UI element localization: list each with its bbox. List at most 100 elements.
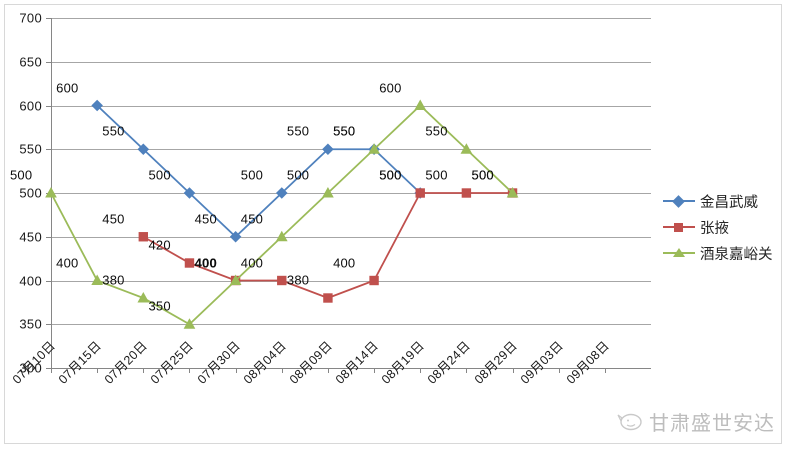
gridline bbox=[51, 61, 651, 63]
legend-marker-icon bbox=[663, 220, 695, 234]
data-point-marker bbox=[461, 188, 472, 198]
data-label: 380 bbox=[102, 272, 125, 288]
chart-frame bbox=[4, 4, 782, 444]
x-tick-mark bbox=[604, 368, 606, 373]
data-label: 450 bbox=[240, 211, 264, 227]
gridline bbox=[51, 236, 651, 238]
y-tick-mark bbox=[46, 105, 51, 107]
data-point-marker bbox=[414, 99, 427, 110]
series-line bbox=[96, 104, 421, 238]
series-2 bbox=[45, 99, 519, 329]
gridline bbox=[51, 18, 651, 19]
data-point-marker bbox=[183, 318, 196, 329]
y-tick-label: 600 bbox=[19, 98, 42, 113]
x-tick-mark bbox=[189, 368, 191, 373]
data-label: 400 bbox=[56, 255, 79, 270]
data-point-marker bbox=[184, 258, 195, 268]
gridline bbox=[51, 193, 651, 194]
legend-label: 酒泉嘉峪关 bbox=[700, 246, 773, 263]
data-point-marker bbox=[229, 230, 242, 243]
legend-marker-icon bbox=[663, 194, 695, 208]
data-label: 500 bbox=[425, 167, 448, 183]
data-point-marker bbox=[369, 275, 379, 286]
data-label: 600 bbox=[56, 80, 79, 95]
data-label: 500 bbox=[240, 167, 264, 183]
data-label: 400 bbox=[194, 255, 217, 270]
gridline bbox=[51, 324, 651, 326]
y-tick-mark bbox=[46, 236, 51, 238]
data-point-marker bbox=[183, 187, 196, 199]
y-tick-mark bbox=[46, 280, 51, 282]
series-line bbox=[142, 192, 513, 299]
data-point-marker bbox=[322, 186, 334, 198]
data-label: 500 bbox=[148, 167, 171, 183]
legend-item-0[interactable]: 金昌武威 bbox=[663, 188, 783, 214]
gridline bbox=[51, 105, 651, 107]
data-point-marker bbox=[91, 99, 103, 112]
data-point-marker bbox=[229, 274, 242, 285]
watermark: 甘肃盛世安达 bbox=[617, 407, 775, 436]
x-tick-mark bbox=[51, 368, 52, 373]
y-tick-label: 400 bbox=[19, 273, 42, 288]
data-point-marker bbox=[138, 232, 149, 242]
data-point-marker bbox=[137, 143, 150, 156]
data-label: 400 bbox=[194, 255, 217, 270]
data-point-marker bbox=[275, 187, 288, 199]
data-point-marker bbox=[460, 143, 473, 154]
y-tick-mark bbox=[46, 61, 51, 63]
data-point-marker bbox=[322, 143, 334, 156]
x-tick-mark bbox=[327, 368, 329, 373]
data-label: 500 bbox=[10, 167, 33, 183]
data-label: 450 bbox=[102, 211, 125, 227]
y-tick-label: 700 bbox=[19, 10, 42, 26]
y-tick-mark bbox=[46, 18, 51, 19]
y-tick-label: 650 bbox=[19, 54, 42, 70]
data-label: 500 bbox=[379, 167, 402, 183]
legend-item-1[interactable]: 张掖 bbox=[663, 214, 783, 240]
x-axis-line bbox=[51, 368, 651, 369]
data-label: 500 bbox=[379, 167, 402, 183]
data-label: 350 bbox=[148, 298, 171, 314]
x-tick-mark bbox=[281, 368, 283, 373]
data-label: 550 bbox=[333, 123, 356, 139]
x-tick-mark bbox=[420, 368, 422, 373]
data-label: 400 bbox=[333, 255, 356, 270]
chart-legend: 金昌武威张掖酒泉嘉峪关 bbox=[663, 188, 783, 266]
data-label: 400 bbox=[240, 255, 264, 270]
y-tick-label: 500 bbox=[19, 185, 42, 201]
data-label: 500 bbox=[286, 167, 310, 183]
y-tick-label: 300 bbox=[19, 360, 42, 376]
data-label: 600 bbox=[379, 80, 402, 95]
data-point-marker bbox=[368, 143, 380, 154]
data-point-marker bbox=[137, 291, 150, 303]
x-tick-mark bbox=[466, 368, 468, 373]
data-point-marker bbox=[506, 186, 519, 198]
x-tick-mark bbox=[97, 368, 99, 373]
data-label: 450 bbox=[194, 211, 217, 227]
data-label: 420 bbox=[148, 237, 171, 253]
y-tick-mark bbox=[46, 368, 51, 369]
gridline bbox=[51, 280, 651, 282]
x-tick-mark bbox=[558, 368, 560, 373]
x-tick-mark bbox=[143, 368, 145, 373]
series-layer bbox=[45, 99, 519, 329]
data-label: 550 bbox=[333, 123, 356, 139]
y-tick-label: 350 bbox=[19, 316, 42, 332]
data-point-marker bbox=[275, 230, 288, 242]
legend-label: 张掖 bbox=[700, 220, 729, 237]
data-label: 500 bbox=[471, 167, 494, 183]
data-point-marker bbox=[91, 274, 104, 285]
series-1 bbox=[138, 188, 518, 303]
legend-item-2[interactable]: 酒泉嘉峪关 bbox=[663, 240, 783, 266]
x-tick-mark bbox=[512, 368, 514, 373]
y-tick-label: 450 bbox=[19, 229, 42, 245]
data-point-marker bbox=[45, 186, 57, 198]
data-label: 500 bbox=[471, 167, 494, 183]
legend-marker-icon bbox=[663, 246, 695, 260]
data-label: 550 bbox=[102, 123, 125, 139]
chat-whale-icon bbox=[617, 412, 643, 432]
x-tick-mark bbox=[374, 368, 376, 373]
data-label: 550 bbox=[425, 123, 448, 139]
data-label: 380 bbox=[286, 272, 310, 288]
